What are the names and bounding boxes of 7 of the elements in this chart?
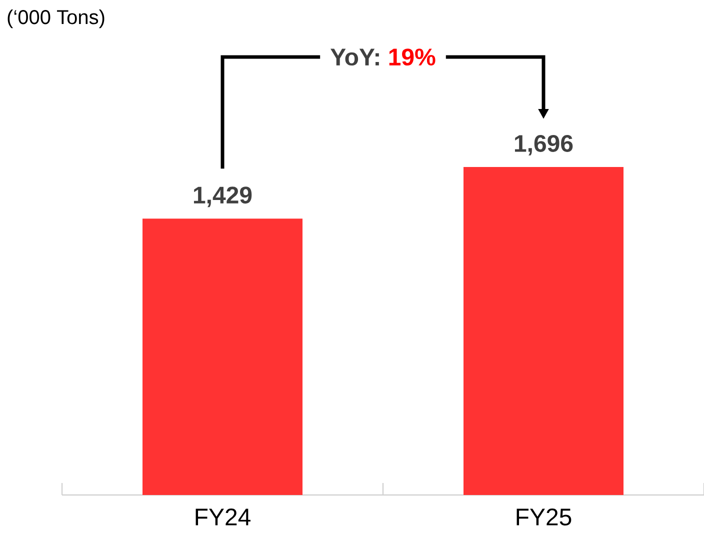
text: YoY: bbox=[330, 48, 379, 66]
data-label: 1,696 bbox=[514, 134, 573, 156]
text: 19% bbox=[389, 48, 436, 66]
chart-subtitle: (‘000 Tons) bbox=[8, 10, 104, 28]
x-tick-label: FY25 bbox=[516, 508, 572, 526]
x-tick-label: FY24 bbox=[196, 508, 250, 526]
data-label: 1,429 bbox=[194, 186, 252, 208]
